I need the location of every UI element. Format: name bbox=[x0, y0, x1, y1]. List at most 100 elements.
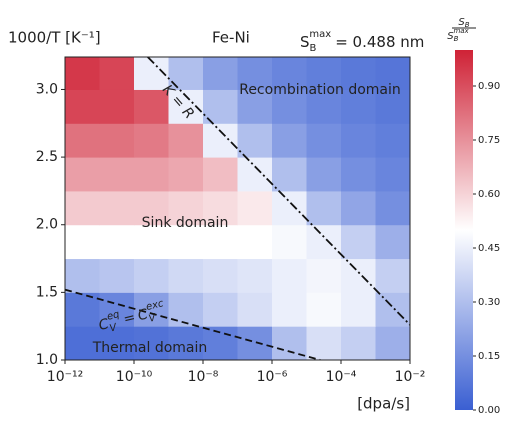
cell bbox=[134, 89, 169, 124]
x-axis-label: [dpa/s] bbox=[357, 395, 410, 413]
cell bbox=[134, 157, 169, 192]
cell bbox=[99, 224, 135, 260]
cell bbox=[168, 326, 204, 360]
cell bbox=[375, 292, 410, 327]
cell bbox=[341, 157, 376, 192]
colorbar-label: SBmax bbox=[447, 27, 469, 43]
cell bbox=[341, 89, 376, 124]
cell bbox=[375, 258, 410, 293]
colorbar-tick-label: 0.15 bbox=[478, 351, 500, 362]
cell bbox=[65, 157, 100, 192]
cell bbox=[237, 326, 273, 360]
cell bbox=[65, 123, 100, 158]
x-tick-label: 10⁻⁶ bbox=[257, 369, 288, 385]
cell bbox=[134, 258, 169, 293]
x-tick-label: 10⁻² bbox=[395, 369, 426, 385]
cell bbox=[237, 89, 273, 124]
cell bbox=[203, 157, 238, 192]
cell bbox=[134, 123, 169, 158]
cell bbox=[341, 190, 376, 226]
colorbar-tick-label: 0.30 bbox=[478, 297, 500, 308]
cell bbox=[134, 190, 169, 226]
region-label: Thermal domain bbox=[92, 340, 208, 356]
region-label: Recombination domain bbox=[239, 82, 401, 98]
cell bbox=[375, 57, 410, 90]
cell bbox=[341, 292, 376, 327]
cell bbox=[168, 258, 204, 293]
y-tick-label: 3.0 bbox=[36, 81, 58, 97]
cell bbox=[272, 258, 307, 293]
y-tick-label: 1.0 bbox=[36, 352, 58, 368]
cell bbox=[306, 292, 342, 327]
colorbar-tick-label: 0.45 bbox=[478, 243, 500, 254]
colorbar-label: SB bbox=[458, 17, 469, 29]
cell bbox=[272, 157, 307, 192]
cell bbox=[99, 123, 135, 158]
cell bbox=[99, 57, 135, 90]
y-tick-label: 1.5 bbox=[36, 284, 58, 300]
cell bbox=[306, 157, 342, 192]
cell bbox=[203, 57, 238, 90]
plot-frame bbox=[64, 56, 411, 361]
cell bbox=[341, 258, 376, 293]
cell bbox=[306, 326, 342, 360]
cell bbox=[65, 57, 100, 90]
cell bbox=[375, 224, 410, 260]
cell bbox=[306, 258, 342, 293]
cell bbox=[306, 224, 342, 260]
y-axis-label: 1000/T [K⁻¹] bbox=[8, 29, 101, 47]
curve bbox=[65, 288, 321, 360]
cell bbox=[168, 292, 204, 327]
cell bbox=[65, 224, 100, 260]
cell bbox=[168, 157, 204, 192]
cell bbox=[203, 123, 238, 158]
cell bbox=[237, 123, 273, 158]
cell bbox=[237, 190, 273, 226]
cell bbox=[306, 123, 342, 158]
curve bbox=[147, 57, 410, 326]
cell bbox=[203, 89, 238, 124]
colorbar-tick-label: 0.90 bbox=[478, 81, 500, 92]
cell bbox=[134, 326, 169, 360]
cell bbox=[203, 326, 238, 360]
cell bbox=[203, 224, 238, 260]
colorbar-tick-label: 0.60 bbox=[478, 189, 500, 200]
cell bbox=[272, 190, 307, 226]
cell bbox=[99, 89, 135, 124]
cell bbox=[272, 57, 307, 90]
curves bbox=[65, 57, 410, 360]
y-tick-label: 2.0 bbox=[36, 217, 58, 233]
cell bbox=[99, 326, 135, 360]
x-tick-label: 10⁻¹² bbox=[47, 369, 83, 385]
cell bbox=[203, 292, 238, 327]
cell bbox=[272, 224, 307, 260]
cell bbox=[99, 190, 135, 226]
cell bbox=[203, 190, 238, 226]
cell bbox=[341, 123, 376, 158]
cell bbox=[237, 258, 273, 293]
cell bbox=[375, 326, 410, 360]
cell bbox=[306, 89, 342, 124]
cell bbox=[237, 224, 273, 260]
cell bbox=[237, 157, 273, 192]
cell bbox=[272, 89, 307, 124]
colorbar-tick-label: 0.75 bbox=[478, 135, 500, 146]
annotation: SBmax = 0.488 nm bbox=[300, 29, 424, 54]
cell bbox=[375, 123, 410, 158]
cell bbox=[341, 326, 376, 360]
cell bbox=[65, 258, 100, 293]
cell bbox=[272, 123, 307, 158]
cell bbox=[306, 57, 342, 90]
region-label: Sink domain bbox=[142, 215, 229, 231]
colorbar bbox=[455, 50, 473, 410]
cell bbox=[99, 157, 135, 192]
line-label: CVeq=CVexc bbox=[96, 298, 168, 337]
cell bbox=[375, 157, 410, 192]
cell bbox=[237, 292, 273, 327]
cell bbox=[65, 292, 100, 327]
cell bbox=[65, 190, 100, 226]
cell bbox=[65, 89, 100, 124]
cell bbox=[375, 89, 410, 124]
cell bbox=[99, 258, 135, 293]
